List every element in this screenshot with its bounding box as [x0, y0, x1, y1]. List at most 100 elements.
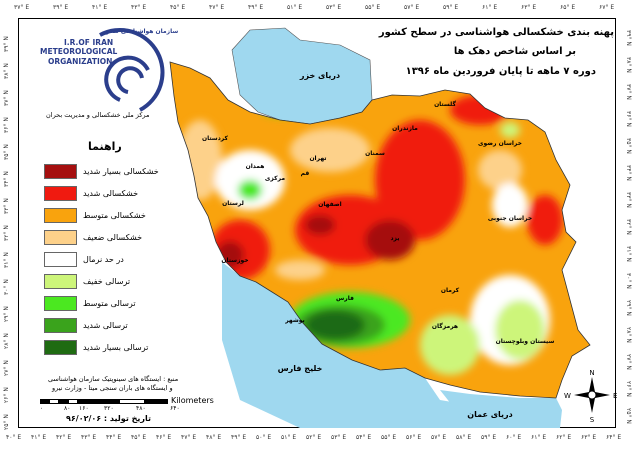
map-title-line1: پهنه بندی خشکسالی هواشناسی در سطح کشور: [378, 27, 614, 38]
legend-swatch: [44, 296, 77, 311]
scale-unit: Kilometers: [171, 396, 214, 405]
lon-label-bottom: ۴۳° E: [81, 434, 97, 441]
compass-s: S: [590, 416, 595, 424]
scale-tick: ۸۰: [64, 405, 71, 412]
lon-label-top: ۶۱° E: [482, 4, 498, 11]
scale-tick: ۴۸۰: [136, 405, 146, 412]
legend-swatch: [44, 340, 77, 355]
caspian-label: دریای خزر: [299, 71, 340, 80]
lon-label-top: ۳۹° E: [53, 4, 69, 11]
legend-swatch: [44, 252, 77, 267]
lon-label-bottom: ۴۹° E: [231, 434, 247, 441]
source-line1: منبع : ایستگاه های سینوپتیک سازمان هواشن…: [48, 375, 179, 383]
compass-icon: N S E W: [564, 369, 617, 424]
legend-item: ترسالی متوسط: [44, 296, 136, 311]
logo-en-3: ORGANIZATION: [48, 57, 113, 66]
lon-label-bottom: ۵۶° E: [406, 434, 422, 441]
province-label: قم: [301, 170, 310, 177]
province-label: هرمزگان: [432, 322, 458, 330]
lon-label-bottom: ۵۰° E: [256, 434, 272, 441]
legend-item: خشکسالی ضعیف: [44, 230, 142, 245]
lon-label-top: ۶۵° E: [560, 4, 576, 11]
legend-swatch: [44, 186, 77, 201]
lon-label-bottom: ۶۴° E: [606, 434, 622, 441]
scale-tick: ۰: [40, 405, 44, 412]
logo-en-1: I.R.OF IRAN: [64, 38, 114, 47]
lon-label-bottom: ۵۱° E: [281, 434, 297, 441]
scale-bar: [40, 399, 168, 404]
lon-label-top: ۴۵° E: [170, 4, 186, 11]
lon-label-bottom: ۵۹° E: [481, 434, 497, 441]
lon-label-bottom: ۵۷° E: [431, 434, 447, 441]
province-label: کردستان: [202, 135, 229, 142]
lon-label-top: ۴۷° E: [209, 4, 225, 11]
source-line2: و ایستگاه های باران سنجی میتا - وزارت نی…: [52, 384, 173, 392]
province-label: اصفهان: [318, 201, 342, 208]
legend-item: ترسالی خفیف: [44, 274, 130, 289]
lon-label-bottom: ۶۱° E: [531, 434, 547, 441]
compass-w: W: [564, 392, 571, 400]
lon-label-top: ۴۹° E: [248, 4, 264, 11]
lon-label-bottom: ۴۶° E: [156, 434, 172, 441]
scale-tick: ۱۶۰: [79, 405, 89, 412]
lon-label-top: ۵۷° E: [404, 4, 420, 11]
lon-label-bottom: ۵۳° E: [331, 434, 347, 441]
lon-label-bottom: ۴۲° E: [56, 434, 72, 441]
lon-label-bottom: ۶۳° E: [581, 434, 597, 441]
legend-label: خشکسالی شدید: [83, 189, 139, 198]
legend-label: خشکسالی بسیار شدید: [83, 167, 159, 176]
lon-label-top: ۴۱° E: [92, 4, 108, 11]
oman-sea-label: دریای عمان: [467, 410, 513, 419]
production-date: تاریخ تولید : ۹۶/۰۲/۰۶: [66, 414, 151, 423]
lon-label-bottom: ۴۴° E: [106, 434, 122, 441]
lon-label-bottom: ۵۲° E: [306, 434, 322, 441]
legend-swatch: [44, 164, 77, 179]
province-label: لرستان: [222, 200, 244, 207]
legend-swatch: [44, 274, 77, 289]
province-label: سیستان وبلوچستان: [496, 338, 555, 345]
province-label: مرکزی: [265, 175, 285, 182]
drought-center-name: مرکز ملی خشکسالی و مدیریت بحران: [46, 111, 150, 119]
map-title-line3: دوره ۷ ماهه تا پایان فروردین ماه ۱۳۹۶: [405, 66, 596, 77]
legend-item: خشکسالی شدید: [44, 186, 138, 201]
legend-label: ترسالی بسیار شدید: [83, 343, 149, 352]
persian-gulf-label: خلیج فارس: [278, 364, 323, 374]
legend-item: ترسالی شدید: [44, 318, 128, 333]
lon-label-bottom: ۶۰° E: [506, 434, 522, 441]
legend-label: در حد نرمال: [83, 255, 124, 264]
legend-swatch: [44, 230, 77, 245]
lon-label-bottom: ۵۵° E: [381, 434, 397, 441]
province-label: همدان: [246, 163, 265, 170]
province-label: خراسان جنوبی: [488, 215, 532, 222]
province-label: یزد: [390, 235, 399, 242]
logo-fa-org: سازمان هواشناسی کشور: [102, 28, 179, 35]
oman-sea: [440, 390, 562, 428]
lon-label-bottom: ۵۴° E: [356, 434, 372, 441]
province-label: گلستان: [434, 100, 456, 108]
lon-label-bottom: ۴۰° E: [6, 434, 22, 441]
lon-label-top: ۵۹° E: [443, 4, 459, 11]
legend-swatch: [44, 318, 77, 333]
province-label: تهران: [309, 155, 326, 162]
legend-title: راهنما: [88, 140, 122, 153]
province-label: بوشهر: [284, 317, 305, 324]
scale-tick: ۳۲۰: [104, 405, 114, 412]
province-label: مازندران: [392, 125, 418, 132]
province-label: کرمان: [441, 287, 460, 294]
province-label: فارس: [336, 295, 354, 302]
legend-item: ترسالی بسیار شدید: [44, 340, 148, 355]
legend-item: خشکسالی بسیار شدید: [44, 164, 159, 179]
legend-item: در حد نرمال: [44, 252, 124, 267]
lon-label-bottom: ۴۷° E: [181, 434, 197, 441]
lon-label-bottom: ۴۵° E: [131, 434, 147, 441]
logo-en-2: METEOROLOGICAL: [40, 47, 118, 56]
scale-tick: ۶۴۰: [170, 405, 180, 412]
province-label: خوزستان: [221, 257, 248, 264]
legend-swatch: [44, 208, 77, 223]
lon-label-top: ۴۳° E: [131, 4, 147, 11]
legend-label: ترسالی متوسط: [83, 299, 136, 308]
province-label: خراسان رضوی: [478, 140, 522, 147]
legend-label: ترسالی شدید: [83, 321, 128, 330]
legend-label: ترسالی خفیف: [83, 277, 131, 286]
